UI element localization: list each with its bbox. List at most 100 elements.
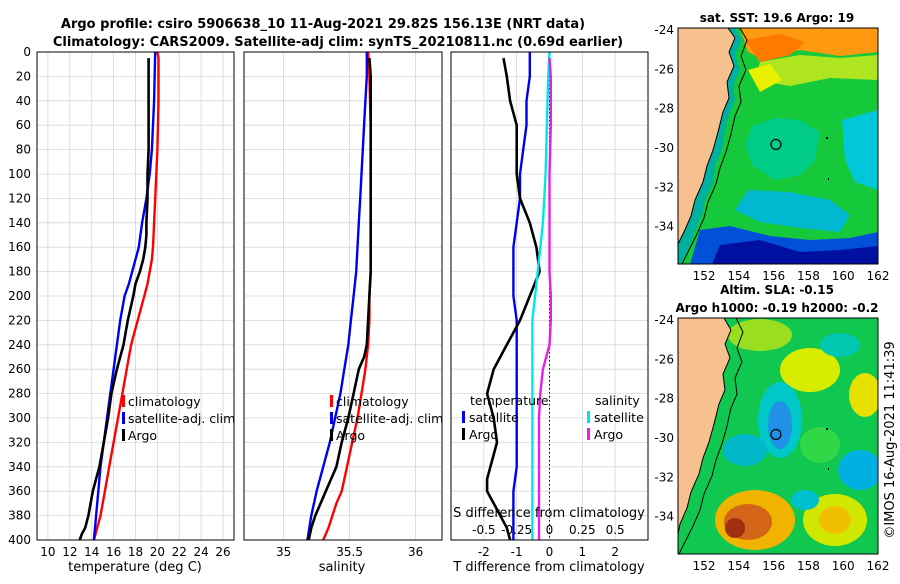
- x-tick-label: 18: [128, 545, 143, 559]
- depth-tick-label: 40: [16, 94, 31, 108]
- legend-swatch-sat: [330, 412, 333, 424]
- series-line-sat: [306, 52, 368, 540]
- s-tick-label: 0.25: [569, 523, 596, 537]
- depth-tick-label: 60: [16, 118, 31, 132]
- series-line-sal_sat: [531, 52, 551, 540]
- legend-swatch-clim: [330, 395, 333, 407]
- legend-swatch-t-argo: [462, 428, 465, 440]
- sla-map-title-line1: Altim. SLA: -0.15: [720, 283, 834, 297]
- depth-tick-label: 160: [8, 240, 31, 254]
- legend-label: satellite-adj. clim: [128, 411, 235, 426]
- x-tick-label: 1: [579, 545, 587, 559]
- sla-map-frame: [677, 317, 879, 555]
- salinity-axes-frame: [243, 51, 443, 541]
- temperature-series: [78, 52, 160, 540]
- sst-map-frame: [677, 27, 879, 265]
- temperature-grid: [37, 51, 234, 541]
- s-tick-label: 0: [546, 523, 554, 537]
- t-difference-axis-label: T difference from climatology: [452, 560, 645, 575]
- legend-label: Argo: [128, 428, 157, 443]
- map-lat-tick-label: -34: [654, 510, 674, 524]
- x-tick-label: 22: [172, 545, 187, 559]
- depth-tick-label: 360: [8, 484, 31, 498]
- depth-tick-label: 140: [8, 216, 31, 230]
- legend-swatch-sat: [122, 412, 125, 424]
- legend-label: Argo: [336, 428, 365, 443]
- map-lat-tick-label: -24: [654, 313, 674, 327]
- temperature-tick-labels: 10 12 14 16 18 20 22 24 26: [40, 545, 230, 559]
- s-difference-axis-label: S difference from climatology: [453, 506, 645, 521]
- legend-swatch-argo: [330, 429, 333, 441]
- sst-map-image: [678, 28, 878, 264]
- sst-map-tick-labels: 152 154 156 158 160 162 -24 -26 -28 -30 -32 -34: [654, 23, 889, 283]
- depth-tick-label: 260: [8, 362, 31, 376]
- legend-swatch-s-argo: [587, 428, 590, 440]
- difference-panel: -2 -1 0 1 2 -0.5 -0.25 0 0.25 0.5 S difference f…: [450, 51, 649, 575]
- x-tick-label: 2: [611, 545, 619, 559]
- salinity-axis-label: salinity: [319, 560, 366, 575]
- difference-series: [485, 52, 552, 540]
- legend-swatch-t-satellite: [462, 411, 465, 423]
- map-lon-tick-label: 154: [727, 559, 750, 573]
- map-lon-tick-label: 160: [832, 269, 855, 283]
- s-difference-tick-labels: -0.5 -0.25 0 0.25 0.5: [472, 523, 625, 537]
- map-lat-tick-label: -28: [654, 392, 674, 406]
- sst-argo-location-marker: [770, 138, 782, 151]
- legend-swatch-argo: [122, 429, 125, 441]
- series-line-sat: [512, 52, 531, 540]
- map-lat-tick-label: -26: [654, 352, 674, 366]
- legend-label: satellite-adj. clim: [336, 411, 443, 426]
- series-line-argo: [307, 58, 373, 540]
- map-lon-tick-label: 162: [867, 269, 890, 283]
- salinity-tick-labels: 35 35.5 36: [276, 545, 423, 559]
- salinity-series: [306, 52, 373, 540]
- map-lon-tick-label: 156: [762, 269, 785, 283]
- x-tick-label: 36: [408, 545, 423, 559]
- legend-label: Argo: [594, 427, 623, 442]
- series-line-argo: [78, 58, 150, 540]
- map-lat-tick-label: -24: [654, 23, 674, 37]
- map-lat-tick-label: -28: [654, 102, 674, 116]
- depth-tick-label: 80: [16, 143, 31, 157]
- salinity-legend: climatology satellite-adj. clim Argo: [330, 394, 443, 443]
- map-lat-tick-label: -26: [654, 62, 674, 76]
- legend-swatch-s-satellite: [587, 411, 590, 423]
- legend-heading-salinity: salinity: [595, 393, 640, 408]
- figure-title-line2: Climatology: CARS2009. Satellite-adj cli…: [53, 35, 623, 50]
- depth-tick-label: 280: [8, 387, 31, 401]
- x-tick-label: 35.5: [336, 545, 363, 559]
- depth-tick-label: 340: [8, 460, 31, 474]
- t-difference-tick-labels: -2 -1 0 1 2: [478, 545, 619, 559]
- map-lon-tick-label: 156: [762, 559, 785, 573]
- x-tick-label: 35: [276, 545, 291, 559]
- x-tick-label: 10: [40, 545, 55, 559]
- salinity-grid: [244, 51, 442, 541]
- temperature-panel: 0 20 40 60 80 100 120 140 160 180 200 220 240 260 280 3…: [8, 45, 235, 575]
- salinity-panel: 35 35.5 36 salinity climatology satellite-a…: [243, 51, 443, 575]
- depth-tick-label: 380: [8, 509, 31, 523]
- temperature-legend: climatology satellite-adj. clim Argo: [122, 394, 235, 443]
- map-lon-tick-label: 154: [727, 269, 750, 283]
- legend-label: Argo: [469, 427, 498, 442]
- series-line-argo: [485, 57, 541, 540]
- map-lat-tick-label: -30: [654, 431, 674, 445]
- map-lon-tick-label: 152: [693, 269, 716, 283]
- difference-legend: temperature satellite Argo salinity satellit…: [462, 393, 644, 442]
- temperature-axes-frame: [36, 51, 235, 541]
- figure-title-line1: Argo profile: csiro 5906638_10 11-Aug-20…: [61, 17, 585, 32]
- series-line-clim: [92, 52, 160, 540]
- imos-timestamp: ©IMOS 16-Aug-2021 11:41:39: [883, 341, 898, 538]
- depth-tick-label: 100: [8, 167, 31, 181]
- legend-label: climatology: [336, 394, 409, 409]
- sla-map-panel: Altim. SLA: -0.15 Argo h1000: -0.19 h200…: [654, 283, 889, 573]
- x-tick-label: 20: [150, 545, 165, 559]
- sla-map-title-line2: Argo h1000: -0.19 h2000: -0.2: [675, 301, 878, 315]
- map-lon-tick-label: 158: [797, 269, 820, 283]
- x-tick-label: 14: [84, 545, 99, 559]
- x-tick-label: 26: [215, 545, 230, 559]
- depth-tick-label: 20: [16, 69, 31, 83]
- depth-tick-label: 240: [8, 338, 31, 352]
- legend-label: climatology: [128, 394, 201, 409]
